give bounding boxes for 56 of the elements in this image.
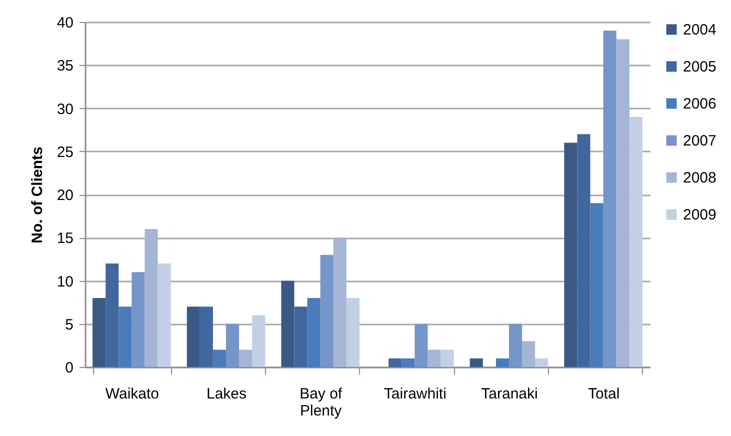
bar (496, 358, 509, 367)
bar (440, 350, 454, 367)
y-tick-label: 30 (56, 100, 74, 118)
bar (333, 238, 346, 367)
bar (281, 280, 294, 367)
bar (470, 358, 483, 367)
bar (307, 298, 320, 367)
bar (106, 264, 119, 367)
bar (616, 39, 630, 367)
bar (132, 272, 145, 367)
bar (402, 358, 415, 367)
y-tick-label: 0 (65, 360, 74, 376)
x-tick-label: Tairawhiti (384, 386, 446, 402)
bar (508, 324, 522, 367)
bar (144, 229, 158, 367)
y-tick-label: 10 (56, 273, 74, 290)
bar (252, 315, 266, 367)
y-tick-label: 15 (56, 230, 74, 248)
x-tick-label: Lakes (206, 386, 247, 402)
legend-label: 2008 (683, 170, 716, 186)
bar (226, 324, 240, 367)
legend-label: 2009 (683, 206, 716, 224)
bar (186, 306, 200, 367)
legend-label: 2007 (683, 132, 716, 150)
bar (414, 324, 428, 367)
bar (294, 306, 308, 367)
bar (428, 350, 441, 367)
bar (535, 358, 548, 367)
bar (577, 134, 590, 367)
bar (118, 306, 132, 367)
bar (239, 350, 252, 367)
x-tick-label: Taranaki (481, 386, 538, 402)
bar (603, 30, 616, 367)
legend-label: 2006 (683, 96, 716, 112)
y-tick-label: 35 (56, 58, 74, 75)
bar (158, 264, 171, 367)
bar (522, 341, 536, 367)
y-tick-label: 5 (65, 316, 74, 334)
bar (92, 298, 106, 367)
y-axis-title: No. of Clients (28, 146, 46, 244)
bar (388, 358, 402, 367)
y-tick-label: 40 (56, 14, 74, 32)
bar (629, 116, 642, 367)
bar (200, 306, 213, 367)
legend-label: 2005 (683, 58, 716, 76)
bar (346, 298, 360, 367)
y-tick-label: 20 (56, 187, 74, 204)
y-tick-label: 25 (56, 144, 74, 161)
x-tick-label: Bay of Plenty (300, 386, 343, 420)
bar (564, 142, 578, 367)
legend-label: 2004 (683, 22, 716, 38)
x-tick-label: Total (588, 386, 620, 402)
bar (212, 350, 226, 367)
x-tick-label: Waikato (105, 386, 160, 402)
bar (590, 203, 604, 367)
bar (320, 254, 334, 367)
